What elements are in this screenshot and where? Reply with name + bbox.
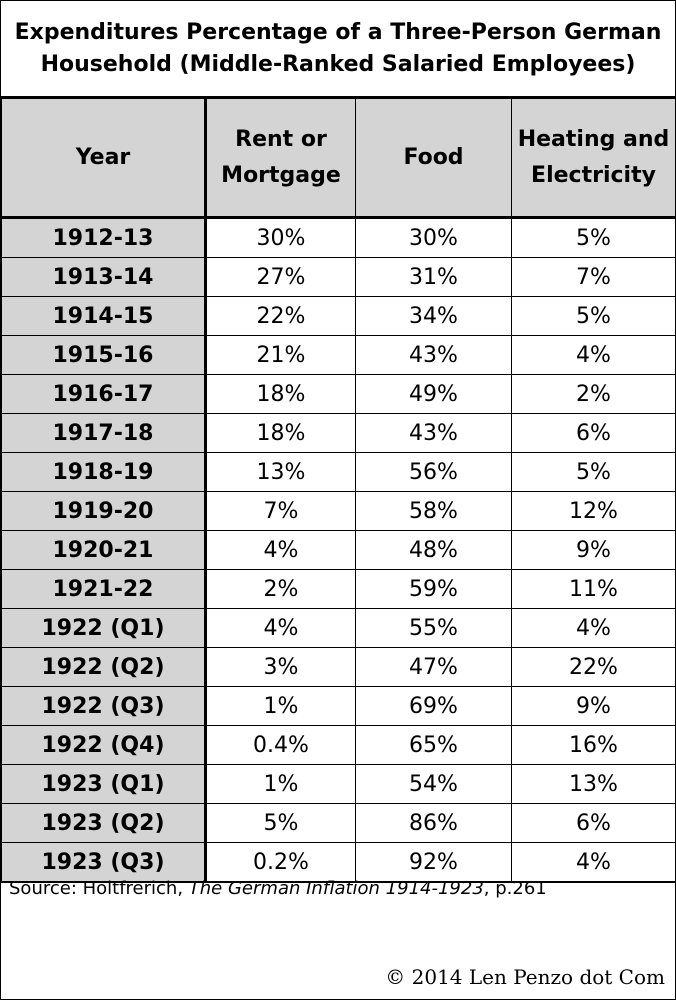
- cell-year: 1922 (Q2): [1, 647, 207, 687]
- table-row: 1912-13 30% 30% 5%: [1, 217, 676, 258]
- cell-heating: 12%: [511, 491, 676, 531]
- cell-year: 1923 (Q1): [1, 764, 207, 804]
- cell-year: 1915-16: [1, 335, 207, 375]
- cell-food: 48%: [355, 530, 512, 570]
- cell-food: 49%: [355, 374, 512, 414]
- cell-rent: 18%: [205, 413, 356, 453]
- cell-year: 1921-22: [1, 569, 207, 609]
- table-row: 1923 (Q2) 5% 86% 6%: [1, 803, 676, 843]
- cell-heating: 4%: [511, 842, 676, 883]
- cell-heating: 22%: [511, 647, 676, 687]
- cell-food: 59%: [355, 569, 512, 609]
- cell-rent: 4%: [205, 608, 356, 648]
- cell-heating: 5%: [511, 217, 676, 258]
- title-line-1: Expenditures Percentage of a Three-Perso…: [14, 19, 662, 45]
- cell-food: 54%: [355, 764, 512, 804]
- cell-rent: 13%: [205, 452, 356, 492]
- cell-food: 92%: [355, 842, 512, 883]
- table-row: 1919-20 7% 58% 12%: [1, 491, 676, 531]
- header-row: Year Rent or Mortgage Food Heating and Ele…: [1, 98, 676, 219]
- cell-year: 1913-14: [1, 257, 207, 297]
- cell-rent: 27%: [205, 257, 356, 297]
- cell-heating: 16%: [511, 725, 676, 765]
- cell-heating: 11%: [511, 569, 676, 609]
- cell-food: 30%: [355, 217, 512, 258]
- copyright: © 2014 Len Penzo dot Com: [385, 965, 665, 989]
- cell-year: 1917-18: [1, 413, 207, 453]
- cell-year: 1919-20: [1, 491, 207, 531]
- cell-rent: 7%: [205, 491, 356, 531]
- table-row: 1914-15 22% 34% 5%: [1, 296, 676, 336]
- cell-food: 47%: [355, 647, 512, 687]
- cell-year: 1923 (Q3): [1, 842, 207, 883]
- cell-rent: 3%: [205, 647, 356, 687]
- table-row: 1920-21 4% 48% 9%: [1, 530, 676, 570]
- cell-heating: 2%: [511, 374, 676, 414]
- table-row: 1917-18 18% 43% 6%: [1, 413, 676, 453]
- table-row: 1922 (Q4) 0.4% 65% 16%: [1, 725, 676, 765]
- source-note: Source: Holtfrerich, The German Inflatio…: [9, 878, 547, 899]
- table-row: 1921-22 2% 59% 11%: [1, 569, 676, 609]
- cell-year: 1912-13: [1, 217, 207, 258]
- cell-rent: 22%: [205, 296, 356, 336]
- cell-rent: 1%: [205, 686, 356, 726]
- cell-year: 1916-17: [1, 374, 207, 414]
- title-line-2: Household (Middle-Ranked Salaried Employ…: [40, 51, 636, 77]
- cell-heating: 7%: [511, 257, 676, 297]
- cell-year: 1922 (Q4): [1, 725, 207, 765]
- table-title: Expenditures Percentage of a Three-Perso…: [1, 1, 675, 98]
- cell-rent: 0.2%: [205, 842, 356, 883]
- cell-year: 1918-19: [1, 452, 207, 492]
- cell-rent: 1%: [205, 764, 356, 804]
- header-heating: Heating and Electricity: [511, 98, 676, 219]
- cell-year: 1914-15: [1, 296, 207, 336]
- cell-food: 58%: [355, 491, 512, 531]
- cell-heating: 13%: [511, 764, 676, 804]
- table-row: 1916-17 18% 49% 2%: [1, 374, 676, 414]
- header-food: Food: [355, 98, 512, 219]
- cell-heating: 6%: [511, 803, 676, 843]
- cell-rent: 21%: [205, 335, 356, 375]
- cell-food: 65%: [355, 725, 512, 765]
- table-row: 1922 (Q1) 4% 55% 4%: [1, 608, 676, 648]
- cell-food: 34%: [355, 296, 512, 336]
- cell-heating: 5%: [511, 452, 676, 492]
- cell-year: 1922 (Q1): [1, 608, 207, 648]
- cell-food: 56%: [355, 452, 512, 492]
- cell-heating: 6%: [511, 413, 676, 453]
- cell-heating: 4%: [511, 335, 676, 375]
- table-row: 1913-14 27% 31% 7%: [1, 257, 676, 297]
- header-rent: Rent or Mortgage: [205, 98, 356, 219]
- cell-food: 43%: [355, 413, 512, 453]
- table-row: 1922 (Q2) 3% 47% 22%: [1, 647, 676, 687]
- cell-rent: 2%: [205, 569, 356, 609]
- table-row: 1923 (Q3) 0.2% 92% 4%: [1, 842, 676, 883]
- cell-rent: 30%: [205, 217, 356, 258]
- cell-heating: 9%: [511, 686, 676, 726]
- cell-rent: 5%: [205, 803, 356, 843]
- cell-rent: 18%: [205, 374, 356, 414]
- cell-year: 1922 (Q3): [1, 686, 207, 726]
- cell-heating: 9%: [511, 530, 676, 570]
- cell-food: 31%: [355, 257, 512, 297]
- table-row: 1923 (Q1) 1% 54% 13%: [1, 764, 676, 804]
- cell-food: 86%: [355, 803, 512, 843]
- cell-food: 43%: [355, 335, 512, 375]
- cell-year: 1920-21: [1, 530, 207, 570]
- table-body: 1912-13 30% 30% 5% 1913-14 27% 31% 7% 1914-15 22%…: [1, 217, 676, 883]
- cell-food: 55%: [355, 608, 512, 648]
- expenditure-table: Year Rent or Mortgage Food Heating and Ele…: [1, 98, 676, 883]
- cell-year: 1923 (Q2): [1, 803, 207, 843]
- cell-heating: 5%: [511, 296, 676, 336]
- table-row: 1922 (Q3) 1% 69% 9%: [1, 686, 676, 726]
- header-year: Year: [1, 98, 207, 219]
- cell-rent: 0.4%: [205, 725, 356, 765]
- cell-rent: 4%: [205, 530, 356, 570]
- cell-heating: 4%: [511, 608, 676, 648]
- cell-food: 69%: [355, 686, 512, 726]
- table-row: 1915-16 21% 43% 4%: [1, 335, 676, 375]
- table-row: 1918-19 13% 56% 5%: [1, 452, 676, 492]
